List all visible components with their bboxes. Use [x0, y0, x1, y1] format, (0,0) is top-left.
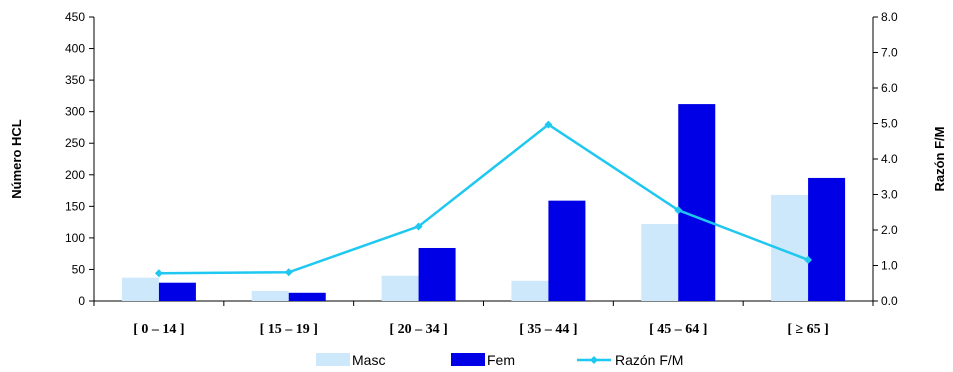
y-axis-title: Número HCL: [9, 119, 24, 199]
ratio-line: [154, 120, 813, 278]
ratio-point: [154, 269, 163, 278]
ratio-line-path: [158, 123, 809, 275]
bar-fem: [418, 247, 456, 301]
category-label: [ 20 – 34 ]: [389, 322, 447, 337]
bar-fem: [548, 200, 586, 301]
y2-tick-label: 2.0: [881, 223, 898, 237]
bar-masc: [641, 224, 679, 301]
bar-fem: [808, 177, 846, 301]
y-tick-label: 350: [65, 73, 85, 87]
ratio-point: [804, 255, 813, 264]
legend-label: Razón F/M: [615, 352, 683, 368]
y-tick-label: 50: [72, 262, 86, 276]
y-tick-label: 450: [65, 10, 85, 24]
y2-tick-label: 5.0: [881, 117, 898, 131]
y-tick-label: 300: [65, 105, 85, 119]
category-label: [ 15 – 19 ]: [260, 322, 318, 337]
y2-tick-label: 3.0: [881, 188, 898, 202]
bar-masc: [251, 290, 289, 301]
y-tick-label: 150: [65, 199, 85, 213]
legend-swatch-fem: [451, 353, 485, 366]
legend-marker-ratio: [590, 356, 598, 364]
y-tick-label: 0: [78, 294, 85, 308]
axes: [89, 16, 878, 306]
legend-label: Masc: [352, 352, 385, 368]
y-tick-label: 400: [65, 42, 85, 56]
legend-label: Fem: [487, 352, 515, 368]
ratio-point: [674, 206, 683, 215]
bar-masc: [121, 277, 159, 301]
category-label: [ 45 – 64 ]: [649, 322, 707, 337]
y-tick-label: 250: [65, 136, 85, 150]
y2-tick-label: 8.0: [881, 10, 898, 24]
bar-masc: [511, 280, 549, 301]
category-label: [ 35 – 44 ]: [519, 322, 577, 337]
y-tick-label: 200: [65, 168, 85, 182]
ratio-point: [544, 120, 553, 129]
legend: Masc Fem Razón F/M: [316, 352, 683, 368]
category-label: [ 0 – 14 ]: [133, 322, 184, 337]
y2-axis-title: Razón F/M: [932, 127, 947, 192]
tick-labels: 0 50 100 150 200 250 300 350 400 450 0.0 1.0 2.0 3.0 4…: [65, 10, 898, 308]
y2-tick-label: 4.0: [881, 152, 898, 166]
y2-tick-label: 1.0: [881, 259, 898, 273]
bars: [121, 104, 846, 302]
legend-swatch-masc: [316, 353, 350, 366]
ratio-point: [414, 222, 423, 231]
ratio-point: [284, 268, 293, 277]
y-tick-label: 100: [65, 231, 85, 245]
bar-fem: [678, 104, 716, 302]
bar-masc: [381, 275, 419, 301]
bar-fem: [158, 282, 196, 301]
y2-tick-label: 7.0: [881, 46, 898, 60]
category-label: [ ≥ 65 ]: [787, 322, 829, 337]
y2-tick-label: 0.0: [881, 294, 898, 308]
category-labels: [ 0 – 14 ] [ 15 – 19 ] [ 20 – 34 ] [ 35 – 4…: [133, 322, 829, 337]
bar-fem: [288, 292, 326, 301]
y2-tick-label: 6.0: [881, 81, 898, 95]
